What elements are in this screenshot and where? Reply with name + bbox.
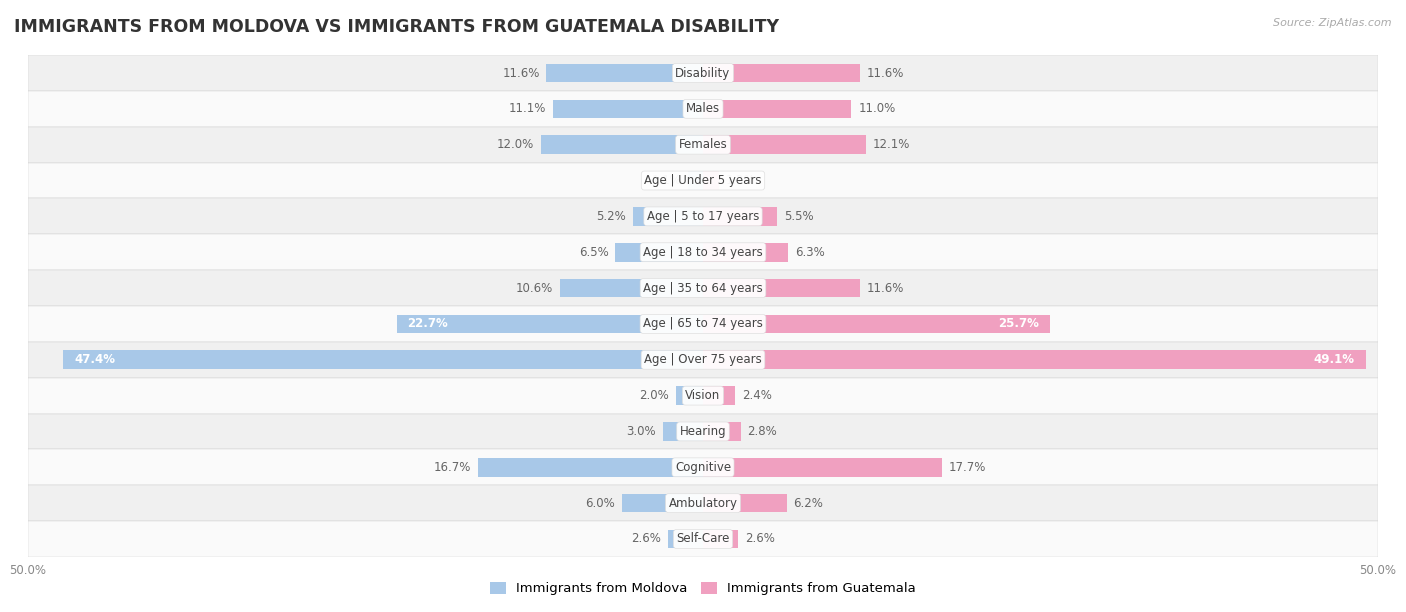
Text: 5.5%: 5.5% [785,210,814,223]
Text: 25.7%: 25.7% [998,318,1039,330]
Text: 3.0%: 3.0% [626,425,655,438]
Text: 11.6%: 11.6% [866,67,904,80]
Bar [703,243,787,261]
Text: 6.5%: 6.5% [579,246,609,259]
Text: Ambulatory: Ambulatory [668,497,738,510]
Bar [633,207,703,226]
Text: Age | 65 to 74 years: Age | 65 to 74 years [643,318,763,330]
Text: 6.0%: 6.0% [585,497,616,510]
Bar [28,414,1378,449]
Text: Females: Females [679,138,727,151]
Bar [553,100,703,118]
Text: 1.2%: 1.2% [725,174,756,187]
Bar [560,278,703,297]
Bar [703,64,859,83]
Bar [703,422,741,441]
Text: 22.7%: 22.7% [408,318,449,330]
Bar [28,55,1378,91]
Bar [28,198,1378,234]
Bar [28,306,1378,342]
Bar [28,521,1378,557]
Bar [28,127,1378,163]
Bar [28,163,1378,198]
Text: Self-Care: Self-Care [676,532,730,545]
Text: Age | Under 5 years: Age | Under 5 years [644,174,762,187]
Text: IMMIGRANTS FROM MOLDOVA VS IMMIGRANTS FROM GUATEMALA DISABILITY: IMMIGRANTS FROM MOLDOVA VS IMMIGRANTS FR… [14,18,779,36]
Text: 16.7%: 16.7% [433,461,471,474]
Text: 2.6%: 2.6% [745,532,775,545]
Legend: Immigrants from Moldova, Immigrants from Guatemala: Immigrants from Moldova, Immigrants from… [485,577,921,600]
Text: Vision: Vision [685,389,721,402]
Bar [28,485,1378,521]
Text: Age | Over 75 years: Age | Over 75 years [644,353,762,366]
Bar [688,171,703,190]
Bar [396,315,703,334]
Text: 12.1%: 12.1% [873,138,911,151]
Bar [703,529,738,548]
Text: Hearing: Hearing [679,425,727,438]
Text: Age | 5 to 17 years: Age | 5 to 17 years [647,210,759,223]
Bar [703,351,1365,369]
Text: Disability: Disability [675,67,731,80]
Text: 2.6%: 2.6% [631,532,661,545]
Text: 11.6%: 11.6% [866,282,904,294]
Bar [28,91,1378,127]
Bar [28,378,1378,414]
Bar [703,100,852,118]
Bar [703,315,1050,334]
Bar [703,458,942,477]
Text: 10.6%: 10.6% [516,282,553,294]
Text: 49.1%: 49.1% [1315,353,1355,366]
Bar [28,342,1378,378]
Bar [28,449,1378,485]
Text: Age | 18 to 34 years: Age | 18 to 34 years [643,246,763,259]
Bar [703,494,787,512]
Bar [703,207,778,226]
Text: Males: Males [686,102,720,115]
Bar [662,422,703,441]
Text: 6.2%: 6.2% [793,497,824,510]
Bar [63,351,703,369]
Text: 47.4%: 47.4% [75,353,115,366]
Text: 17.7%: 17.7% [949,461,986,474]
Text: 11.6%: 11.6% [502,67,540,80]
Bar [28,270,1378,306]
Bar [676,386,703,405]
Bar [621,494,703,512]
Bar [703,386,735,405]
Text: 11.0%: 11.0% [858,102,896,115]
Text: 12.0%: 12.0% [498,138,534,151]
Bar [703,135,866,154]
Bar [28,234,1378,270]
Bar [541,135,703,154]
Text: Cognitive: Cognitive [675,461,731,474]
Text: 6.3%: 6.3% [794,246,824,259]
Text: Source: ZipAtlas.com: Source: ZipAtlas.com [1274,18,1392,28]
Text: 5.2%: 5.2% [596,210,626,223]
Text: 1.1%: 1.1% [651,174,682,187]
Bar [616,243,703,261]
Text: 2.0%: 2.0% [640,389,669,402]
Bar [668,529,703,548]
Text: Age | 35 to 64 years: Age | 35 to 64 years [643,282,763,294]
Text: 11.1%: 11.1% [509,102,547,115]
Bar [478,458,703,477]
Text: 2.4%: 2.4% [742,389,772,402]
Bar [547,64,703,83]
Text: 2.8%: 2.8% [748,425,778,438]
Bar [703,171,720,190]
Bar [703,278,859,297]
